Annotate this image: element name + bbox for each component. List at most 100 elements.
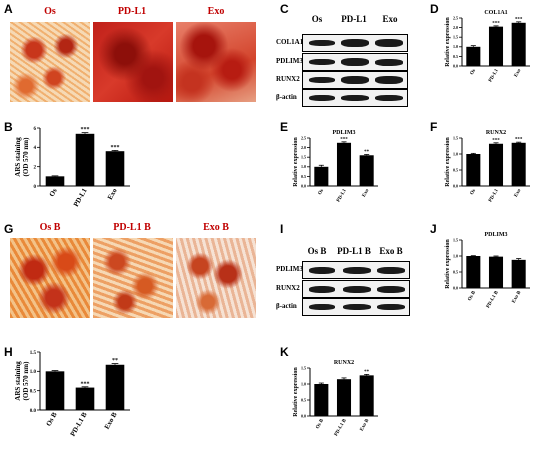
y-axis-label: Relative expression [293,137,299,187]
blot-lane-actin-b [302,298,410,316]
panel-label-g: G [4,222,14,236]
significance-label: *** [111,145,120,151]
blot-row-runx2: RUNX2 [276,75,300,83]
significance-label: *** [492,21,500,26]
bar [359,375,374,416]
significance-label: *** [515,17,523,22]
image-title-pdl1: PD-L1 [117,6,147,17]
y-axis-label: ARS staining [14,137,22,177]
blot-col-exo: Exo [382,14,398,24]
category-label: PD-L1 B [69,411,89,438]
significance-label: *** [515,138,523,143]
category-label: Os [48,187,59,198]
bar [75,133,95,186]
y-tick-label: 0.0 [301,413,306,418]
y-tick-label: 0.0 [453,63,458,68]
y-axis-label: Relative expression [445,17,451,67]
y-tick-label: 0.5 [30,389,37,394]
category-label: Os B [316,418,326,430]
micrograph-exo-b [176,238,256,318]
y-tick-label: 4 [34,146,37,151]
y-tick-label: 1.5 [301,155,306,160]
y-tick-label: 2.0 [301,145,306,150]
blot-col-exo-b: Exo B [379,246,403,256]
y-tick-label: 6 [34,127,37,132]
blot-row-pdlim3: PDLIM3 [276,57,303,65]
bar [314,166,329,186]
category-label: Os [318,188,325,196]
category-label: PD-L1 B [334,418,348,437]
y-tick-label: 0.0 [453,285,458,290]
category-label: Exo B [360,418,371,432]
category-label: PD-L1 [488,68,500,83]
blot-col-pdl1-b: PD-L1 B [337,246,371,256]
y-tick-label: 0.0 [30,409,37,414]
y-axis-label: (OD 570 nm) [22,137,30,177]
y-tick-label: 0.5 [453,269,458,274]
bar [105,151,125,186]
y-tick-label: 0.0 [301,183,306,188]
y-tick-label: 0.5 [453,167,458,172]
blot-row-col1a1: COL1A1 [276,38,304,46]
category-label: Exo [106,187,119,202]
y-tick-label: 2.0 [453,25,458,30]
y-tick-label: 1.5 [301,365,306,370]
category-label: Exo B [512,290,523,304]
bar [75,387,95,410]
micrograph-os [10,22,90,102]
bar [105,364,125,410]
image-title-exo: Exo [207,6,225,17]
significance-label: ** [364,370,370,375]
image-title-os: Os [44,6,56,17]
micrograph-exo [176,22,256,102]
y-tick-label: 2 [34,165,37,170]
y-tick-label: 2.5 [301,135,306,140]
bar [466,46,481,66]
panel-label-c: C [280,2,289,16]
bar [488,26,504,66]
significance-label: ** [364,150,370,155]
y-axis-label: (OD 570 nm) [22,361,30,401]
y-tick-label: 1.0 [30,370,37,375]
y-axis-label: Relative expression [445,239,451,289]
y-tick-label: 1.5 [453,135,458,140]
category-label: Exo [362,188,371,198]
y-tick-label: 2.5 [453,15,458,20]
category-label: Os B [468,290,478,302]
panel-label-j: J [430,222,437,236]
significance-label: *** [340,137,348,142]
bar [488,256,504,288]
chart-title: PDLIM3 [333,130,356,136]
y-axis-label: Relative expression [293,367,299,417]
image-title-os-b: Os B [39,222,61,233]
y-tick-label: 1.5 [453,237,458,242]
category-label: Exo [514,188,523,198]
bar [336,379,352,416]
micrograph-pdl1-b [93,238,173,318]
category-label: PD-L1 B [486,290,500,309]
y-tick-label: 0.5 [301,397,306,402]
blot-lane-runx2-b [302,280,410,298]
y-tick-label: 1.5 [453,35,458,40]
y-tick-label: 0.0 [453,183,458,188]
y-tick-label: 1.0 [301,164,306,169]
significance-label: *** [81,381,90,387]
blot-lane-runx2 [302,71,408,89]
bar [336,142,352,186]
category-label: Os [470,188,477,196]
y-tick-label: 1.0 [453,151,458,156]
panel-label-b: B [4,120,13,134]
bar [488,143,504,186]
chart-title: RUNX2 [334,360,354,366]
category-label: PD-L1 [488,188,500,203]
panel-label-f: F [430,120,438,134]
panel-label-i: I [280,222,284,236]
y-tick-label: 0 [34,185,37,190]
panel-label-e: E [280,120,289,134]
bar [466,154,481,186]
y-axis-label: ARS staining [14,361,22,401]
blot-col-os-b: Os B [307,246,327,256]
category-label: PD-L1 [72,187,89,209]
y-tick-label: 1.0 [453,44,458,49]
category-label: Exo B [103,411,119,431]
